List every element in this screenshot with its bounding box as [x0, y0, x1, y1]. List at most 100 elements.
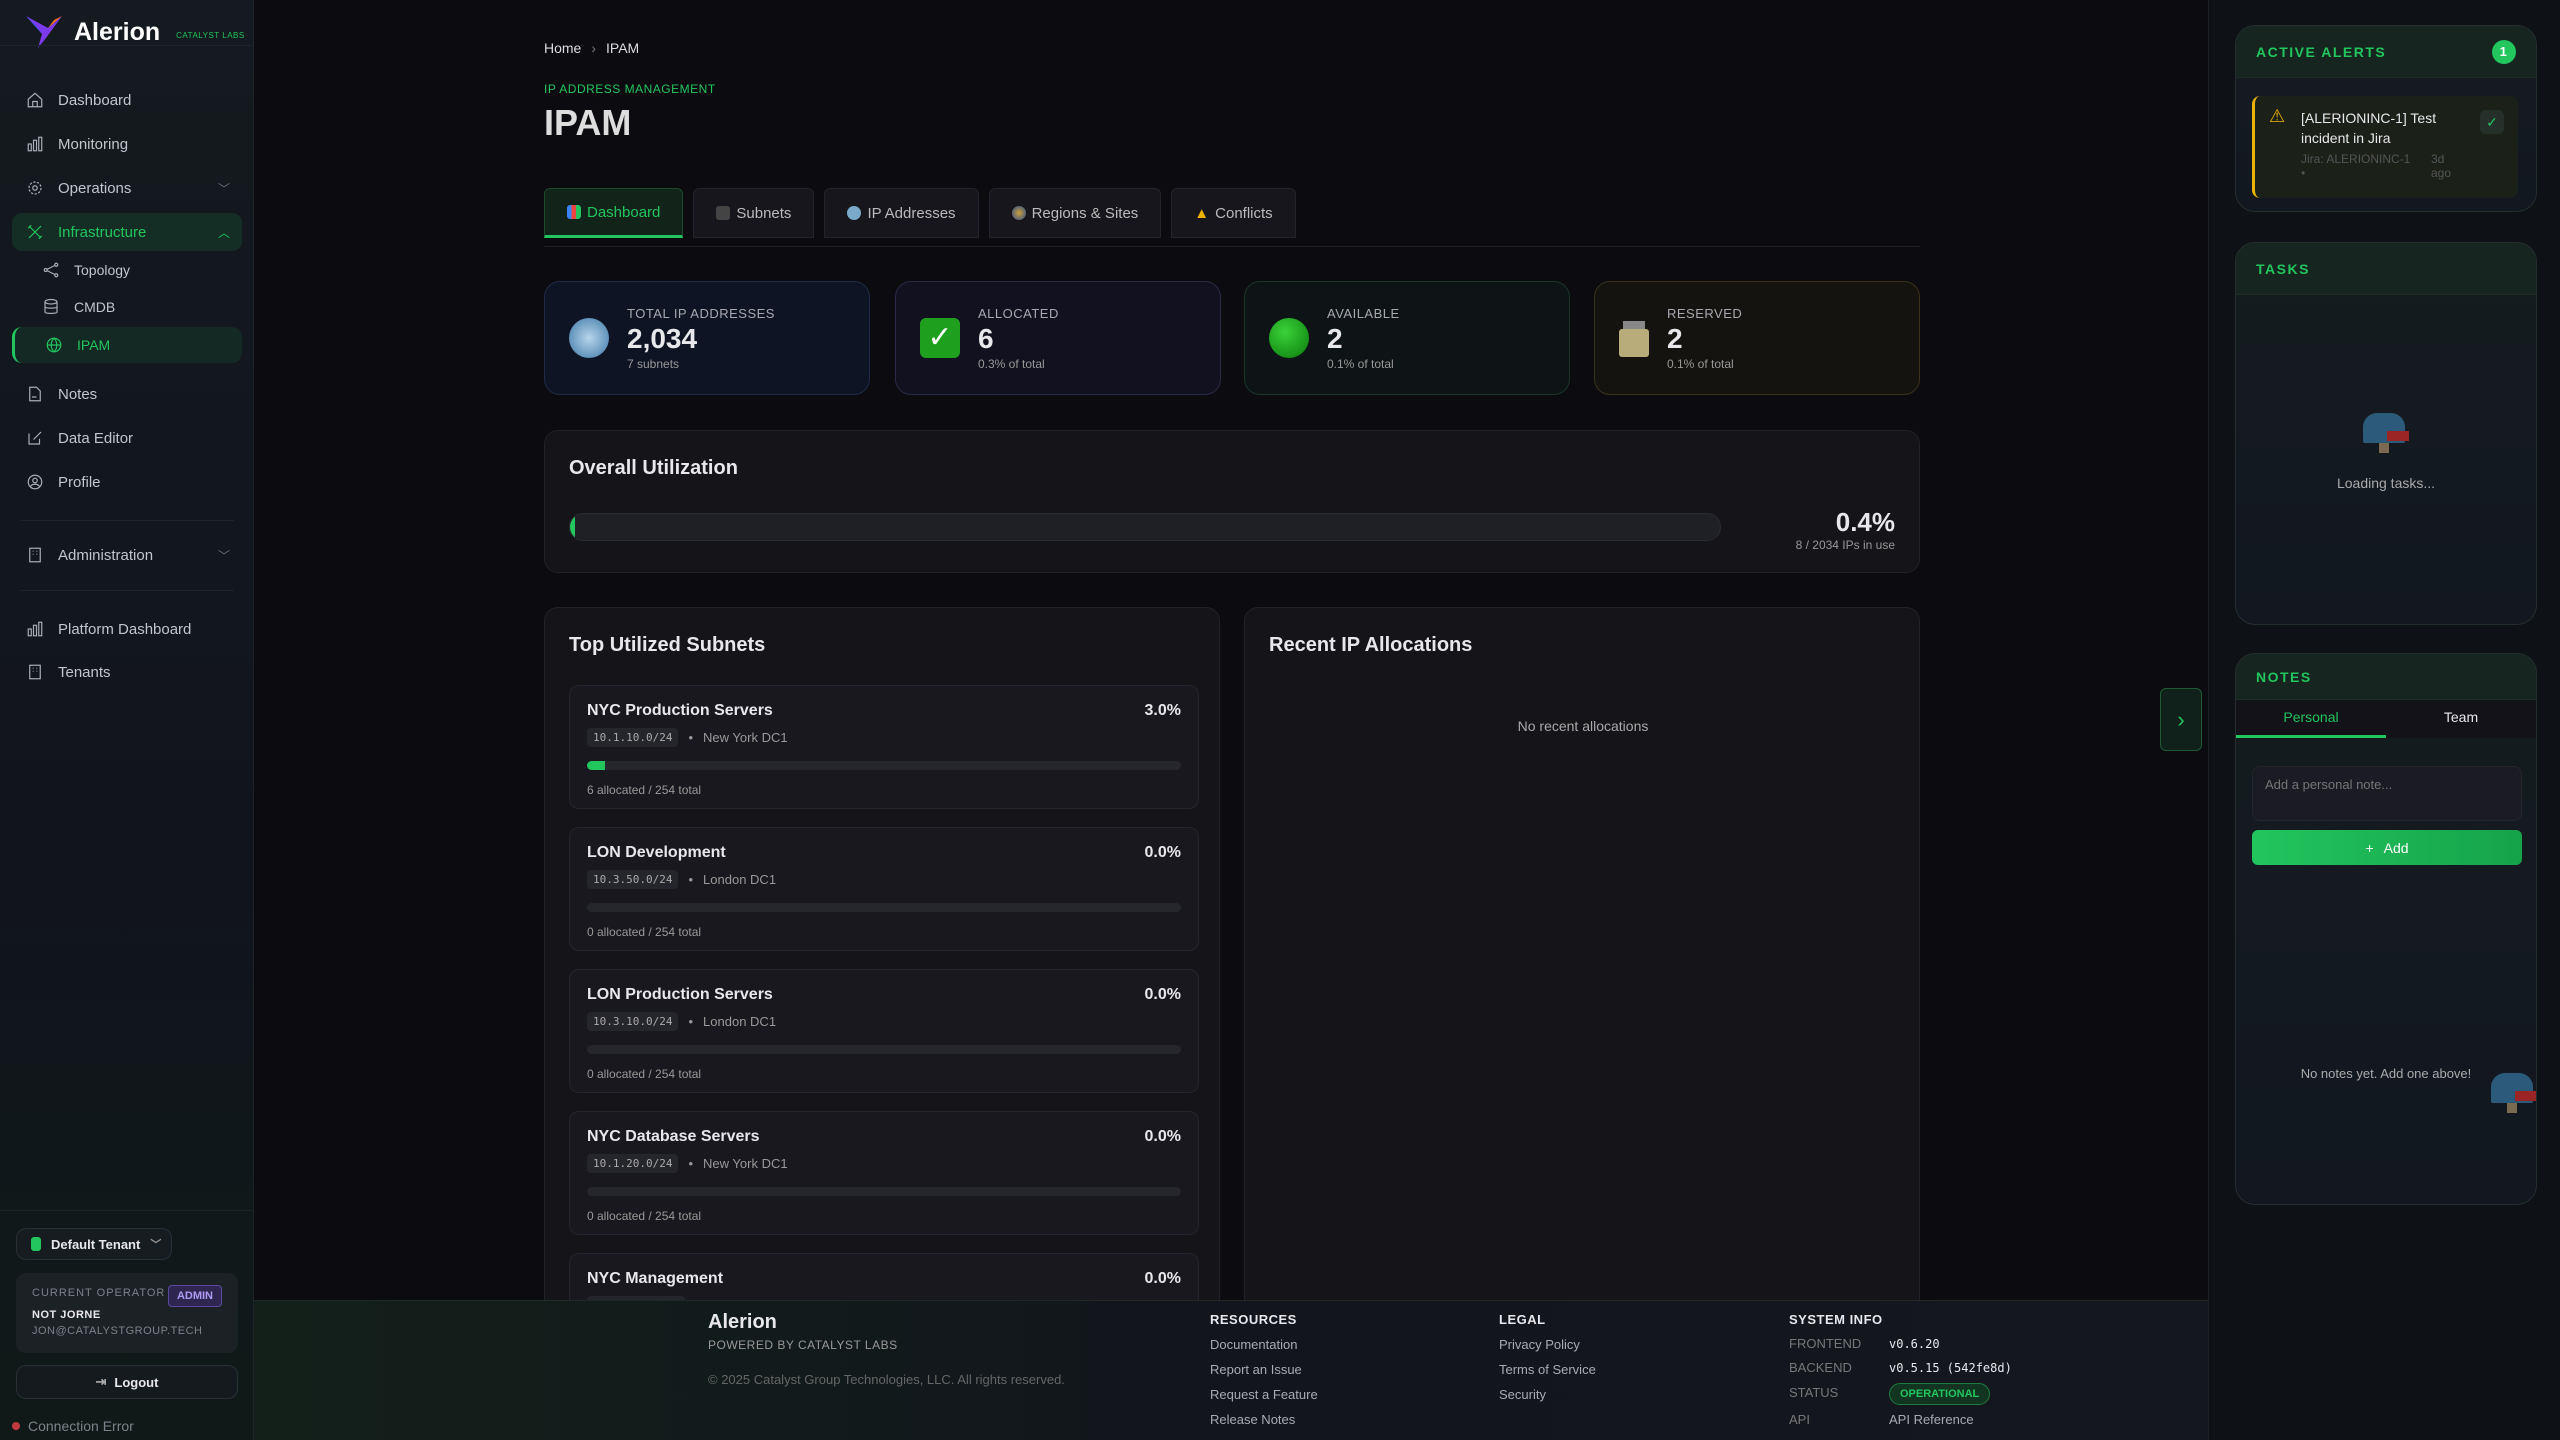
subnet-item[interactable]: LON Development 0.0% 10.3.50.0/24 • London … [569, 827, 1199, 951]
sidebar-item-profile[interactable]: Profile [12, 463, 242, 501]
subnet-item[interactable]: NYC Production Servers 3.0% 10.1.10.0/24 •… [569, 685, 1199, 809]
sidebar-item-infrastructure[interactable]: Infrastructure ︿ [12, 213, 242, 251]
tab-regions-sites[interactable]: Regions & Sites [988, 188, 1162, 238]
stat-card-allocated: ✓ ALLOCATED 6 0.3% of total [895, 281, 1221, 395]
alert-source: Jira: ALERIONINC-1 • [2301, 152, 2411, 180]
logout-button[interactable]: ⇥ Logout [16, 1365, 238, 1399]
tab-dashboard[interactable]: Dashboard [544, 188, 684, 238]
footer-link-report-issue[interactable]: Report an Issue [1210, 1362, 1302, 1377]
subnet-utilization-fill [587, 761, 605, 770]
divider [20, 520, 234, 521]
plus-icon: + [2365, 839, 2374, 856]
sidebar-item-operations[interactable]: Operations ﹀ [12, 169, 242, 207]
share-icon [43, 262, 59, 278]
tab-team[interactable]: Team [2443, 709, 2479, 725]
subnet-item[interactable]: NYC Database Servers 0.0% 10.1.20.0/24 • Ne… [569, 1111, 1199, 1235]
notes-empty: No notes yet. Add one above! [2300, 1066, 2472, 1081]
divider [20, 590, 234, 591]
footer-link-documentation[interactable]: Documentation [1210, 1337, 1298, 1352]
chevron-right-icon: › [591, 40, 597, 56]
tab-label: Dashboard [587, 203, 661, 221]
sidebar-item-notes[interactable]: Notes [12, 375, 242, 413]
utilization-percent: 0.4% [1835, 507, 1895, 537]
alert-item[interactable]: ⚠ [ALERIONINC-1] Test incident in Jira J… [2252, 96, 2518, 198]
subnet-utilization-bar [587, 1045, 1181, 1054]
footer-link-terms[interactable]: Terms of Service [1499, 1362, 1596, 1377]
empty-state: No recent allocations [1517, 718, 1649, 734]
sidebar-item-data-editor[interactable]: Data Editor [12, 419, 242, 457]
notes-tabs: Personal Team [2236, 700, 2536, 738]
stat-value: 2 [1327, 322, 1343, 354]
utilization-title: Overall Utilization [569, 457, 738, 479]
subnet-name: LON Development [587, 844, 726, 861]
gear-icon [28, 181, 42, 195]
bar-chart-icon [27, 136, 43, 152]
active-alerts-card: ACTIVE ALERTS 1 ⚠ [ALERIONINC-1] Test inc… [2235, 25, 2537, 212]
footer-link-request-feature[interactable]: Request a Feature [1210, 1387, 1318, 1402]
footer-link-release-notes[interactable]: Release Notes [1210, 1412, 1296, 1427]
logout-label: Logout [114, 1374, 159, 1390]
role-badge: ADMIN [167, 1285, 222, 1307]
sidebar-item-topology[interactable]: Topology [12, 252, 242, 288]
chevron-down-icon: ﹀ [217, 181, 230, 196]
operator-email: JON@CATALYSTGROUP.TECH [32, 1325, 203, 1337]
tab-label: Regions & Sites [1031, 204, 1139, 222]
sidebar-item-monitoring[interactable]: Monitoring [12, 125, 242, 163]
alerts-title: ACTIVE ALERTS [2256, 43, 2387, 60]
acknowledge-button[interactable]: ✓ [2480, 110, 2504, 134]
footer: Alerion POWERED BY CATALYST LABS © 2025 … [254, 1300, 2208, 1440]
breadcrumb-home[interactable]: Home [544, 40, 582, 56]
top-subnets-card: Top Utilized Subnets NYC Production Serv… [544, 607, 1220, 1367]
footer-heading: RESOURCES [1210, 1312, 1297, 1327]
subnet-site: New York DC1 [703, 730, 788, 745]
subnet-cidr: 10.1.10.0/24 [587, 728, 679, 747]
footer-link-security[interactable]: Security [1499, 1387, 1546, 1402]
sidebar-item-dashboard[interactable]: Dashboard [12, 81, 242, 119]
subnet-item[interactable]: LON Production Servers 0.0% 10.3.10.0/24 •… [569, 969, 1199, 1093]
note-input[interactable] [2252, 766, 2522, 821]
globe-icon [847, 206, 862, 220]
sidebar-item-platform-dashboard[interactable]: Platform Dashboard [12, 610, 242, 648]
tab-subnets[interactable]: Subnets [693, 188, 815, 238]
sidebar-item-administration[interactable]: Administration ﹀ [12, 536, 242, 574]
tab-personal[interactable]: Personal [2236, 700, 2386, 738]
api-reference-link[interactable]: API Reference [1889, 1412, 1974, 1427]
footer-brand: Alerion [708, 1311, 777, 1333]
subnet-name: NYC Management [587, 1270, 724, 1287]
stat-label: TOTAL IP ADDRESSES [627, 305, 775, 321]
stat-card-total: TOTAL IP ADDRESSES 2,034 7 subnets [544, 281, 870, 395]
subnet-name: NYC Database Servers [587, 1128, 760, 1145]
sidebar-item-label: Operations [58, 179, 132, 197]
tab-ip-addresses[interactable]: IP Addresses [824, 188, 979, 238]
frontend-label: FRONTEND [1789, 1336, 1862, 1351]
recent-allocations-title: Recent IP Allocations [1269, 634, 1473, 656]
subnet-site: New York DC1 [703, 1156, 788, 1171]
connection-status: Connection Error [12, 1418, 134, 1434]
page-eyebrow: IP ADDRESS MANAGEMENT [544, 82, 716, 96]
brand-logo[interactable]: Alerion CATALYST LABS [24, 12, 245, 52]
footer-heading: SYSTEM INFO [1789, 1312, 1883, 1327]
operator-card: CURRENT OPERATOR ADMIN NOT JORNE JON@CAT… [16, 1273, 238, 1353]
sidebar-item-label: Administration [58, 546, 154, 564]
sidebar-item-tenants[interactable]: Tenants [12, 653, 242, 691]
sidebar-item-cmdb[interactable]: CMDB [12, 289, 242, 325]
tenant-selector[interactable]: Default Tenant ﹀ [16, 1228, 172, 1260]
footer-link-privacy[interactable]: Privacy Policy [1499, 1337, 1580, 1352]
footer-copyright: © 2025 Catalyst Group Technologies, LLC.… [708, 1372, 1065, 1387]
right-panel-toggle-button[interactable]: › [2160, 688, 2202, 751]
add-note-button[interactable]: + Add [2252, 830, 2522, 865]
mailbox-icon [2363, 413, 2409, 453]
subnet-percent: 0.0% [1144, 1128, 1181, 1145]
bullet: • [688, 1014, 694, 1029]
brand-tagline: CATALYST LABS [176, 30, 245, 40]
database-icon [44, 298, 58, 314]
sidebar-item-ipam[interactable]: IPAM [12, 327, 242, 363]
api-label: API [1789, 1412, 1810, 1427]
home-icon [27, 92, 43, 108]
sidebar-item-label: CMDB [74, 299, 116, 315]
tab-conflicts[interactable]: ▲ Conflicts [1171, 188, 1296, 238]
sidebar-item-label: Tenants [58, 663, 111, 681]
subnet-percent: 0.0% [1144, 986, 1181, 1003]
stat-sub: 0.1% of total [1667, 356, 1734, 371]
subnet-name: LON Production Servers [587, 986, 773, 1003]
